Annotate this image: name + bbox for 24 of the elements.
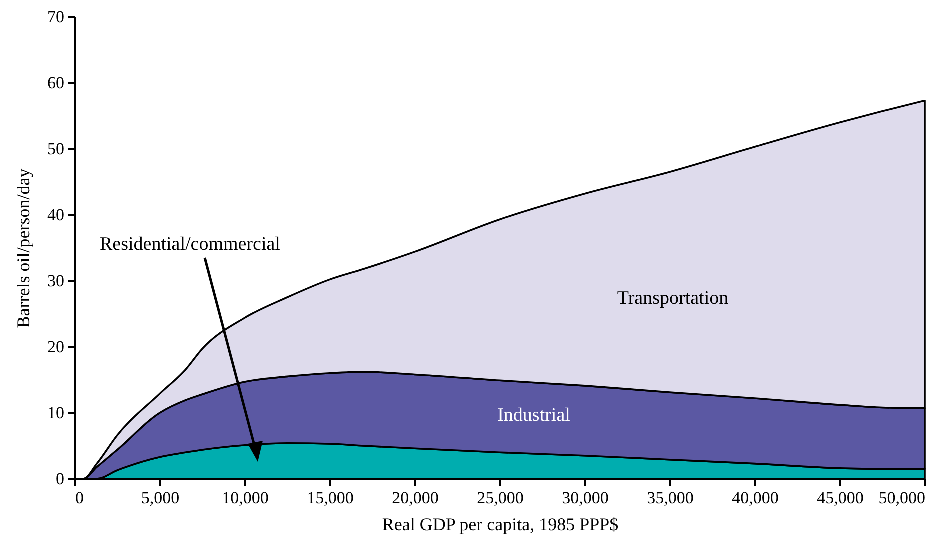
- x-tick-label: 45,000: [817, 488, 864, 508]
- y-axis-title: Barrels oil/person/day: [14, 168, 34, 328]
- x-tick-label: 40,000: [732, 488, 779, 508]
- text: Residential/commercial: [100, 234, 280, 255]
- x-tick-label: 10,000: [222, 488, 269, 508]
- y-tick-label: 40: [48, 206, 64, 224]
- x-tick-label: 20,000: [392, 488, 439, 508]
- series-label: Industrial: [498, 405, 570, 426]
- y-tick-label: 20: [48, 338, 64, 356]
- y-tick-label: 30: [48, 272, 64, 290]
- x-tick-label: 0: [76, 488, 84, 508]
- x-tick-label: 35,000: [647, 488, 694, 508]
- y-tick-label: 60: [48, 74, 64, 92]
- x-tick-label: 5,000: [141, 488, 180, 508]
- y-tick-label: 50: [48, 140, 64, 158]
- series-label: Transportation: [617, 288, 730, 309]
- x-tick-label: 15,000: [307, 488, 354, 508]
- y-tick-label: 0: [56, 470, 64, 488]
- x-tick-label: 25,000: [477, 488, 524, 508]
- x-axis-title: Real GDP per capita, 1985 PPP$: [382, 514, 619, 534]
- x-tick-label: 30,000: [562, 488, 609, 508]
- y-tick-label: 10: [48, 404, 64, 422]
- x-tick-label: 50,000: [878, 488, 926, 508]
- y-tick-label: 70: [48, 8, 64, 26]
